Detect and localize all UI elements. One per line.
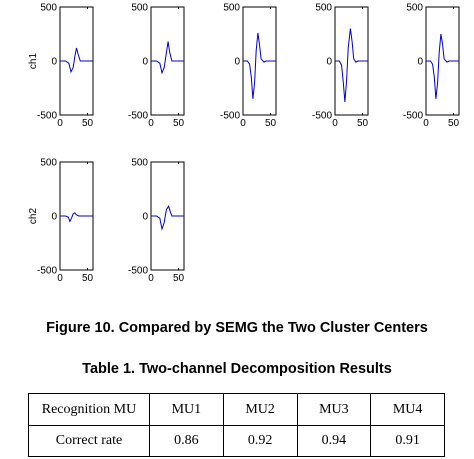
x-tick-label: 0: [57, 273, 63, 284]
x-tick-label: 0: [57, 118, 63, 129]
waveform-line: [335, 28, 368, 103]
y-tick-label: -500: [312, 111, 332, 122]
table-caption: Table 1. Two-channel Decomposition Resul…: [82, 361, 392, 377]
y-tick-label: 500: [223, 3, 240, 14]
y-tick-label: -500: [128, 111, 148, 122]
y-tick-label: 0: [142, 212, 148, 223]
y-tick-label: 0: [51, 212, 57, 223]
table-header-row: Recognition MU MU1 MU2 MU3 MU4: [28, 393, 445, 426]
waveform-line: [243, 32, 276, 99]
x-tick-label: 50: [82, 118, 94, 129]
x-tick-label: 50: [265, 118, 277, 129]
value-cell-mu4: 0.91: [370, 424, 445, 457]
column-header-mu2: MU2: [222, 393, 298, 426]
y-tick-label: 500: [406, 3, 423, 14]
waveform-line: [151, 205, 184, 231]
x-tick-label: 50: [173, 273, 185, 284]
x-tick-label: 50: [448, 118, 460, 129]
y-tick-label: 0: [326, 57, 332, 68]
waveform-line: [151, 41, 184, 75]
x-tick-label: 0: [148, 273, 154, 284]
results-table: Recognition MU MU1 MU2 MU3 MU4 Correct r…: [28, 393, 445, 457]
waveform-line: [60, 47, 93, 74]
x-tick-label: 0: [240, 118, 246, 129]
x-tick-label: 0: [423, 118, 429, 129]
x-tick-label: 50: [173, 118, 185, 129]
header-label-cell: Recognition MU: [28, 393, 150, 426]
y-tick-label: 0: [142, 57, 148, 68]
y-tick-label: 500: [40, 158, 57, 169]
y-tick-label: 500: [40, 3, 57, 14]
y-tick-label: -500: [220, 111, 240, 122]
y-tick-label: 0: [417, 57, 423, 68]
x-tick-label: 50: [357, 118, 369, 129]
y-tick-label: -500: [37, 266, 57, 277]
row-label-cell: Correct rate: [28, 424, 150, 457]
value-cell-mu2: 0.92: [222, 424, 298, 457]
y-tick-label: 500: [131, 158, 148, 169]
y-tick-label: -500: [37, 111, 57, 122]
x-tick-label: 0: [148, 118, 154, 129]
y-tick-label: -500: [128, 266, 148, 277]
waveform-line: [60, 212, 93, 223]
column-header-mu4: MU4: [370, 393, 445, 426]
y-axis-label: ch2: [28, 208, 39, 225]
y-tick-label: -500: [403, 111, 423, 122]
y-tick-label: 0: [234, 57, 240, 68]
value-cell-mu1: 0.86: [149, 424, 224, 457]
y-tick-label: 500: [131, 3, 148, 14]
figure-caption: Figure 10. Compared by SEMG the Two Clus…: [46, 320, 428, 336]
table-data-row: Correct rate 0.86 0.92 0.94 0.91: [28, 424, 445, 457]
column-header-mu1: MU1: [149, 393, 224, 426]
y-tick-label: 0: [51, 57, 57, 68]
y-axis-label: ch1: [28, 53, 39, 70]
value-cell-mu3: 0.94: [296, 424, 372, 457]
x-tick-label: 0: [332, 118, 338, 129]
column-header-mu3: MU3: [296, 393, 372, 426]
waveform-line: [426, 33, 459, 99]
y-tick-label: 500: [315, 3, 332, 14]
x-tick-label: 50: [82, 273, 94, 284]
